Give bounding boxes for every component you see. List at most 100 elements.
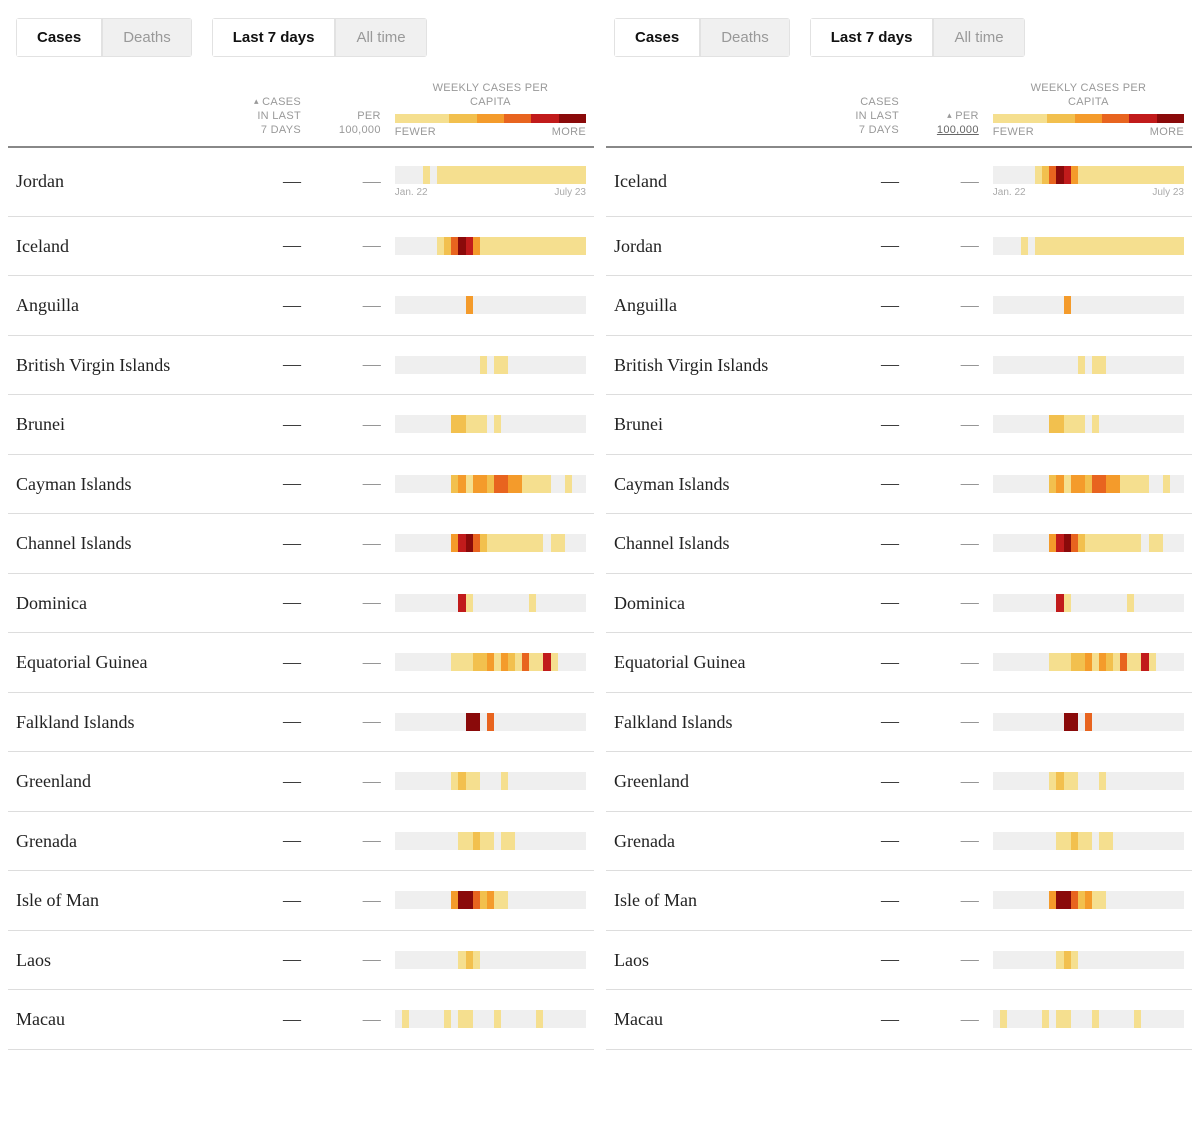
table-row[interactable]: Macau——: [8, 990, 594, 1050]
cases-value: —: [808, 652, 899, 673]
per-100000-value: —: [899, 414, 979, 435]
table-row[interactable]: Cayman Islands——: [8, 455, 594, 515]
table-row[interactable]: British Virgin Islands——: [8, 336, 594, 396]
country-name: Dominica: [16, 592, 210, 615]
sparkline-axis: Jan. 22July 23: [395, 187, 586, 198]
legend-color-scale: [395, 114, 586, 123]
table-row[interactable]: Falkland Islands——: [8, 693, 594, 753]
weekly-cases-sparkline: [395, 713, 586, 731]
table-row[interactable]: Laos——: [606, 931, 1192, 991]
per-100000-value: —: [301, 1009, 381, 1030]
cases-value: —: [808, 354, 899, 375]
per-100000-value: —: [301, 711, 381, 732]
table-row[interactable]: Dominica——: [606, 574, 1192, 634]
country-name: Cayman Islands: [614, 473, 808, 496]
table-row[interactable]: Dominica——: [8, 574, 594, 634]
cases-value: —: [210, 354, 301, 375]
table-row[interactable]: British Virgin Islands——: [606, 336, 1192, 396]
weekly-cases-sparkline: [993, 951, 1184, 969]
per-100000-value: —: [301, 235, 381, 256]
table-row[interactable]: Equatorial Guinea——: [606, 633, 1192, 693]
table-row[interactable]: Iceland——: [8, 217, 594, 277]
sparkline-container: [381, 296, 586, 314]
per-100000-value: —: [899, 890, 979, 911]
cases-value: —: [808, 473, 899, 494]
cases-value: —: [808, 711, 899, 732]
country-name: Grenada: [614, 830, 808, 853]
tab-all-time[interactable]: All time: [335, 18, 426, 57]
axis-end-label: July 23: [554, 187, 586, 198]
country-name: Macau: [16, 1008, 210, 1031]
table-row[interactable]: Anguilla——: [8, 276, 594, 336]
table-row[interactable]: Brunei——: [8, 395, 594, 455]
table-row[interactable]: Grenada——: [8, 812, 594, 872]
weekly-cases-sparkline: [395, 534, 586, 552]
table-row[interactable]: Cayman Islands——: [606, 455, 1192, 515]
table-row[interactable]: Anguilla——: [606, 276, 1192, 336]
header-legend: WEEKLY CASES PERCAPITAFEWERMORE: [979, 81, 1184, 138]
sparkline-container: [979, 891, 1184, 909]
per-100000-value: —: [301, 354, 381, 375]
table-header: ▴ CASESIN LAST7 DAYSPER100,000WEEKLY CAS…: [8, 67, 594, 148]
table-row[interactable]: Isle of Man——: [8, 871, 594, 931]
weekly-cases-sparkline: [395, 772, 586, 790]
sparkline-container: [979, 356, 1184, 374]
table-row[interactable]: Channel Islands——: [606, 514, 1192, 574]
cases-value: —: [808, 771, 899, 792]
tab-all-time[interactable]: All time: [933, 18, 1024, 57]
tab-deaths[interactable]: Deaths: [102, 18, 192, 57]
table-row[interactable]: Brunei——: [606, 395, 1192, 455]
weekly-cases-sparkline: [993, 891, 1184, 909]
sparkline-container: [381, 534, 586, 552]
weekly-cases-sparkline: [395, 475, 586, 493]
sparkline-container: [979, 713, 1184, 731]
cases-value: —: [210, 890, 301, 911]
sparkline-container: Jan. 22July 23: [979, 166, 1184, 198]
table-row[interactable]: Equatorial Guinea——: [8, 633, 594, 693]
table-row[interactable]: Iceland——Jan. 22July 23: [606, 148, 1192, 217]
table-row[interactable]: Jordan——: [606, 217, 1192, 277]
per-100000-value: —: [899, 171, 979, 192]
table-row[interactable]: Grenada——: [606, 812, 1192, 872]
header-cases-last-7-days[interactable]: CASESIN LAST7 DAYS: [808, 95, 899, 138]
header-per-100000[interactable]: ▴ PER100,000: [899, 109, 979, 138]
per-100000-value: —: [899, 771, 979, 792]
weekly-cases-sparkline: [395, 237, 586, 255]
sparkline-container: [381, 237, 586, 255]
weekly-cases-sparkline: [993, 237, 1184, 255]
table-row[interactable]: Greenland——: [8, 752, 594, 812]
country-name: Isle of Man: [614, 889, 808, 912]
country-name: Cayman Islands: [16, 473, 210, 496]
cases-value: —: [808, 890, 899, 911]
table-row[interactable]: Greenland——: [606, 752, 1192, 812]
per-100000-value: —: [301, 652, 381, 673]
legend-fewer-label: FEWER: [395, 126, 436, 138]
table-row[interactable]: Laos——: [8, 931, 594, 991]
cases-value: —: [210, 1009, 301, 1030]
cases-value: —: [210, 652, 301, 673]
tabs-row: CasesDeaths Last 7 daysAll time: [8, 8, 594, 67]
per-100000-value: —: [899, 235, 979, 256]
country-name: Channel Islands: [614, 532, 808, 555]
table-row[interactable]: Channel Islands——: [8, 514, 594, 574]
axis-end-label: July 23: [1152, 187, 1184, 198]
weekly-cases-sparkline: [395, 415, 586, 433]
tab-cases[interactable]: Cases: [614, 18, 700, 57]
header-cases-last-7-days[interactable]: ▴ CASESIN LAST7 DAYS: [210, 95, 301, 138]
table-row[interactable]: Falkland Islands——: [606, 693, 1192, 753]
tab-last-7-days[interactable]: Last 7 days: [212, 18, 336, 57]
table-row[interactable]: Jordan——Jan. 22July 23: [8, 148, 594, 217]
country-name: British Virgin Islands: [614, 354, 808, 377]
tab-cases[interactable]: Cases: [16, 18, 102, 57]
tab-deaths[interactable]: Deaths: [700, 18, 790, 57]
country-name: Falkland Islands: [614, 711, 808, 734]
tab-last-7-days[interactable]: Last 7 days: [810, 18, 934, 57]
sparkline-container: [979, 237, 1184, 255]
tabs-row: CasesDeaths Last 7 daysAll time: [606, 8, 1192, 67]
header-per-100000[interactable]: PER100,000: [301, 109, 381, 138]
metric-tab-group: CasesDeaths: [614, 18, 790, 57]
table-row[interactable]: Macau——: [606, 990, 1192, 1050]
per-100000-value: —: [899, 533, 979, 554]
table-row[interactable]: Isle of Man——: [606, 871, 1192, 931]
sparkline-container: [979, 534, 1184, 552]
